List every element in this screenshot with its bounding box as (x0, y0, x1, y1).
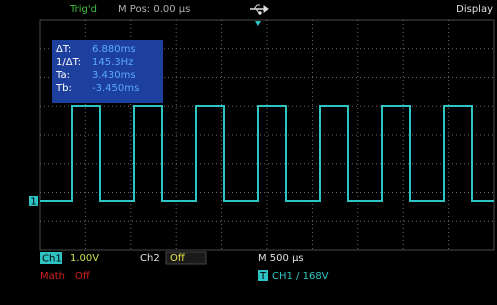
math-label[interactable]: Math (40, 271, 65, 282)
scope-screen: Trig'd M Pos: 0.00 µs Display 1 ΔT: 6.880… (0, 0, 497, 305)
m-pos: M Pos: 0.00 µs (118, 4, 190, 15)
ch2-state: Off (170, 253, 186, 264)
channel-marker: 1 (30, 197, 36, 208)
cursor-label: Ta: (55, 70, 70, 81)
trigger-info: CH1 / 168V (272, 271, 329, 282)
trigger-status: Trig'd (69, 4, 97, 15)
cursor-label: 1/ΔT: (56, 57, 81, 68)
cursor-value: 6.880ms (92, 44, 136, 55)
cursor-label: Tb: (55, 83, 72, 94)
cursor-value: -3.450ms (92, 83, 139, 94)
cursor-value: 145.3Hz (92, 57, 133, 68)
ch1-scale: 1.00V (70, 253, 99, 264)
ch2-label[interactable]: Ch2 (140, 253, 160, 264)
math-state: Off (75, 271, 91, 282)
cursor-label: ΔT: (56, 44, 71, 55)
menu-label[interactable]: Display (456, 4, 493, 15)
trigger-marker: T (259, 271, 267, 282)
timebase: M 500 µs (258, 253, 304, 264)
cursor-value: 3.430ms (92, 70, 136, 81)
ch1-label[interactable]: Ch1 (42, 254, 62, 265)
